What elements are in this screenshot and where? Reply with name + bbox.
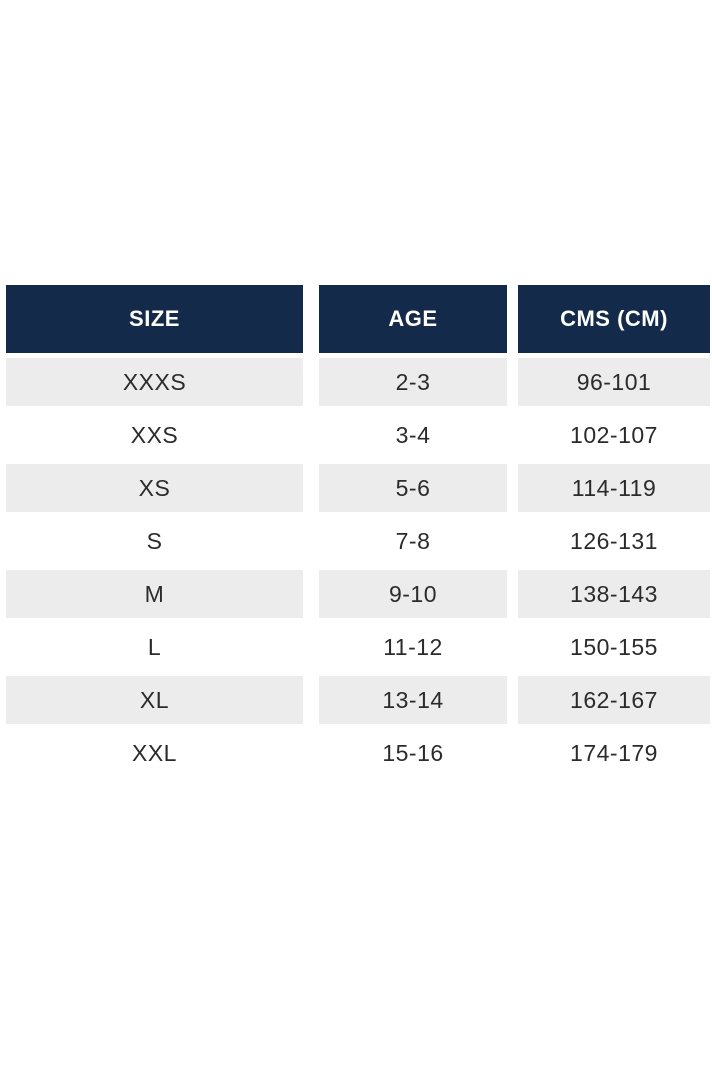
cell-size: XL (6, 673, 303, 726)
cell-cms: 138-143 (518, 567, 710, 620)
table-row-xs: XS 5-6 114-119 (6, 461, 710, 514)
cell-cms: 102-107 (518, 408, 710, 461)
cell-size: XXS (6, 408, 303, 461)
cell-size: XXL (6, 726, 303, 779)
cell-age: 3-4 (319, 408, 507, 461)
cell-age: 13-14 (319, 673, 507, 726)
cell-size: M (6, 567, 303, 620)
cell-age: 11-12 (319, 620, 507, 673)
cell-cms: 96-101 (518, 355, 710, 408)
cell-cms: 114-119 (518, 461, 710, 514)
table-header-row: SIZE AGE CMS (CM) (6, 285, 710, 353)
cell-cms: 162-167 (518, 673, 710, 726)
cell-size: XS (6, 461, 303, 514)
cell-age: 5-6 (319, 461, 507, 514)
header-cell-age: AGE (319, 285, 507, 353)
cell-cms: 150-155 (518, 620, 710, 673)
table-row-xxl: XXL 15-16 174-179 (6, 726, 710, 779)
table-row-m: M 9-10 138-143 (6, 567, 710, 620)
table-row-l: L 11-12 150-155 (6, 620, 710, 673)
cell-size: S (6, 514, 303, 567)
cell-cms: 126-131 (518, 514, 710, 567)
cell-age: 15-16 (319, 726, 507, 779)
cell-cms: 174-179 (518, 726, 710, 779)
table-row-xl: XL 13-14 162-167 (6, 673, 710, 726)
table-row-xxs: XXS 3-4 102-107 (6, 408, 710, 461)
header-cell-cms: CMS (CM) (518, 285, 710, 353)
cell-size: XXXS (6, 355, 303, 408)
table-row-s: S 7-8 126-131 (6, 514, 710, 567)
cell-age: 2-3 (319, 355, 507, 408)
table-row-xxxs: XXXS 2-3 96-101 (6, 355, 710, 408)
cell-age: 7-8 (319, 514, 507, 567)
cell-age: 9-10 (319, 567, 507, 620)
header-cell-size: SIZE (6, 285, 303, 353)
cell-size: L (6, 620, 303, 673)
size-chart-table: SIZE AGE CMS (CM) XXXS 2-3 96-101 XXS 3-… (6, 285, 710, 779)
